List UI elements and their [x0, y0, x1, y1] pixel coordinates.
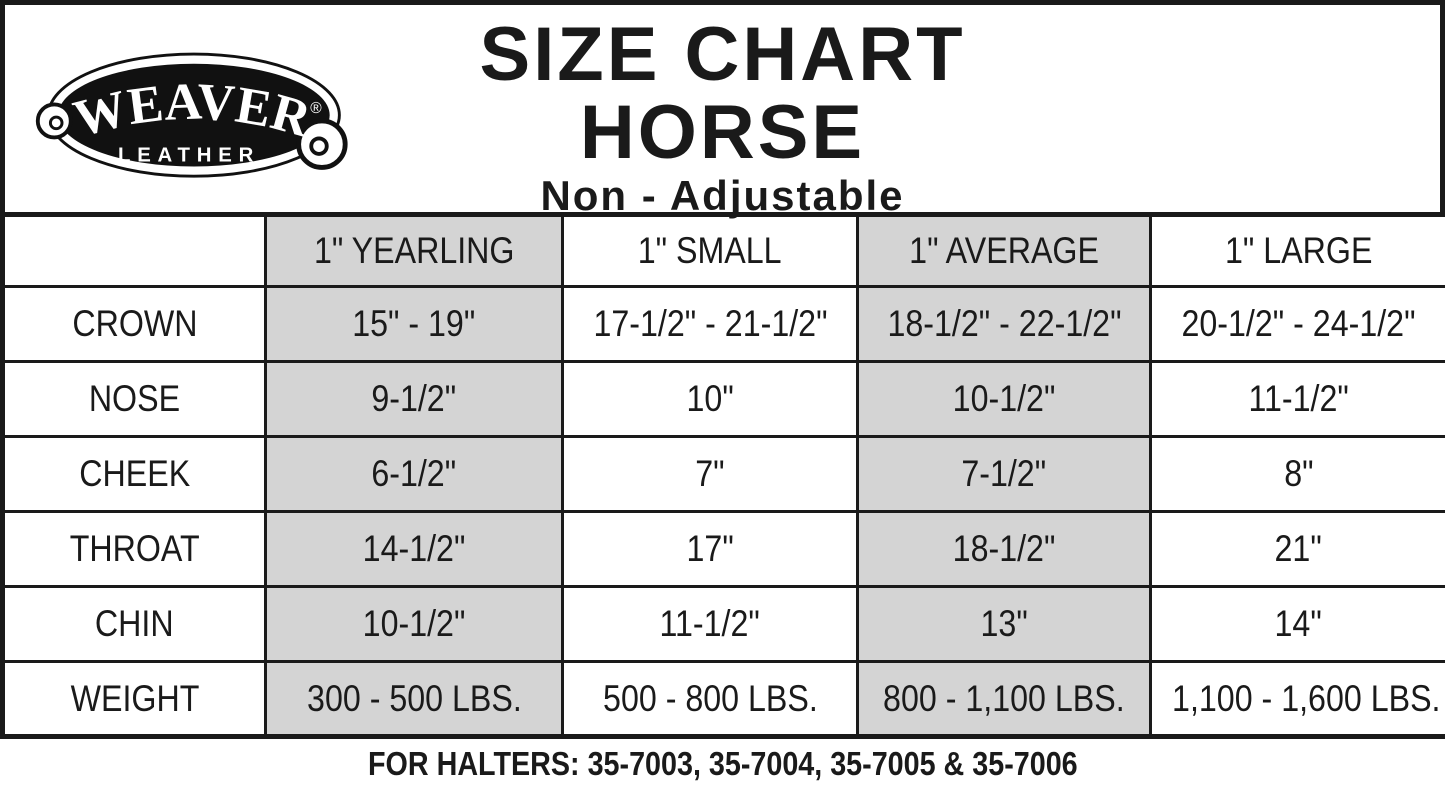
- table-row-weight: WEIGHT 300 - 500 LBS. 500 - 800 LBS. 800…: [1, 660, 1445, 738]
- size-cell-text: 14-1/2": [362, 528, 466, 569]
- size-cell: 500 - 800 LBS.: [561, 660, 859, 738]
- logo-sub-text: LEATHER: [118, 145, 260, 167]
- size-cell: 11-1/2": [1149, 360, 1445, 438]
- row-label-text: CHEEK: [79, 453, 190, 494]
- page-subtitle: HORSE: [579, 90, 866, 175]
- row-label-text: NOSE: [88, 378, 181, 419]
- size-cell: 17": [561, 510, 859, 588]
- row-label: CHEEK: [1, 435, 267, 513]
- size-cell-text: 15" - 19": [352, 303, 476, 344]
- row-label-text: THROAT: [69, 528, 200, 569]
- size-cell: 300 - 500 LBS.: [264, 660, 564, 738]
- size-cell-text: 18-1/2": [952, 528, 1056, 569]
- registered-mark-icon: ®: [310, 100, 322, 117]
- size-cell: 21": [1149, 510, 1445, 588]
- size-cell: 11-1/2": [561, 585, 859, 663]
- size-cell-text: 21": [1274, 528, 1323, 569]
- size-cell-text: 10": [686, 378, 734, 419]
- size-cell-text: 9-1/2": [371, 378, 457, 419]
- column-header-small: 1" SMALL: [561, 213, 859, 288]
- size-cell: 17-1/2" - 21-1/2": [561, 285, 859, 363]
- column-header-text: 1" SMALL: [638, 230, 782, 271]
- table-row-throat: THROAT 14-1/2" 17" 18-1/2" 21": [1, 510, 1445, 588]
- footer-note: FOR HALTERS: 35-7003, 35-7004, 35-7005 &…: [367, 744, 1078, 782]
- size-cell: 9-1/2": [264, 360, 564, 438]
- size-cell-text: 14": [1274, 603, 1323, 644]
- size-cell-text: 17-1/2" - 21-1/2": [592, 303, 828, 344]
- row-label: CHIN: [1, 585, 267, 663]
- size-cell: 10-1/2": [856, 360, 1152, 438]
- size-cell: 6-1/2": [264, 435, 564, 513]
- size-cell: 10-1/2": [264, 585, 564, 663]
- size-cell: 14": [1149, 585, 1445, 663]
- size-cell: 15" - 19": [264, 285, 564, 363]
- size-table: 1" YEARLING 1" SMALL 1" AVERAGE 1" LARGE…: [0, 212, 1445, 739]
- size-cell-text: 10-1/2": [952, 378, 1056, 419]
- size-cell-text: 17": [686, 528, 734, 569]
- column-header-text: 1" LARGE: [1224, 230, 1373, 271]
- size-cell-text: 6-1/2": [371, 453, 457, 494]
- column-header-large: 1" LARGE: [1149, 213, 1445, 288]
- size-cell-text: 18-1/2" - 22-1/2": [886, 303, 1122, 344]
- size-cell: 8": [1149, 435, 1445, 513]
- row-label-text: CROWN: [71, 303, 198, 344]
- column-header-yearling: 1" YEARLING: [264, 213, 564, 288]
- row-label: WEIGHT: [1, 660, 267, 738]
- table-row-nose: NOSE 9-1/2" 10" 10-1/2" 11-1/2": [1, 360, 1445, 438]
- size-cell-text: 7": [695, 453, 725, 494]
- size-cell: 7": [561, 435, 859, 513]
- row-label: CROWN: [1, 285, 267, 363]
- size-cell-text: 20-1/2" - 24-1/2": [1181, 303, 1416, 344]
- row-label-text: CHIN: [95, 603, 174, 644]
- page-title: SIZE CHART: [479, 12, 966, 97]
- size-cell: 10": [561, 360, 859, 438]
- table-header-row: 1" YEARLING 1" SMALL 1" AVERAGE 1" LARGE: [1, 213, 1445, 288]
- size-cell: 13": [856, 585, 1152, 663]
- size-cell: 14-1/2": [264, 510, 564, 588]
- row-label: NOSE: [1, 360, 267, 438]
- corner-cell: [1, 213, 267, 288]
- size-cell-text: 800 - 1,100 LBS.: [883, 677, 1125, 719]
- table-row-chin: CHIN 10-1/2" 11-1/2" 13" 14": [1, 585, 1445, 663]
- size-cell: 18-1/2" - 22-1/2": [856, 285, 1152, 363]
- size-cell: 800 - 1,100 LBS.: [856, 660, 1152, 738]
- size-cell-text: 7-1/2": [961, 453, 1047, 494]
- column-header-text: 1" YEARLING: [313, 230, 515, 271]
- size-cell-text: 300 - 500 LBS.: [306, 677, 522, 719]
- size-cell-text: 10-1/2": [362, 603, 466, 644]
- size-cell-text: 11-1/2": [659, 603, 761, 644]
- header-section: WEAVER ® LEATHER SIZE CHART HORSE Non - …: [0, 0, 1445, 219]
- row-label: THROAT: [1, 510, 267, 588]
- size-cell-text: 13": [980, 603, 1028, 644]
- size-cell: 20-1/2" - 24-1/2": [1149, 285, 1445, 363]
- title-block: SIZE CHART HORSE Non - Adjustable: [5, 15, 1440, 219]
- weaver-leather-logo-icon: WEAVER ® LEATHER: [35, 52, 348, 178]
- size-cell-text: 11-1/2": [1248, 378, 1349, 419]
- size-cell-text: 500 - 800 LBS.: [602, 677, 818, 719]
- size-cell: 7-1/2": [856, 435, 1152, 513]
- row-label-text: WEIGHT: [70, 677, 199, 719]
- brand-logo: WEAVER ® LEATHER: [31, 39, 351, 199]
- size-cell-text: 8": [1283, 453, 1314, 494]
- page-variant-label: Non - Adjustable: [540, 172, 905, 219]
- size-cell-text: 1,100 - 1,600 LBS.: [1172, 677, 1441, 719]
- column-header-average: 1" AVERAGE: [856, 213, 1152, 288]
- table-row-crown: CROWN 15" - 19" 17-1/2" - 21-1/2" 18-1/2…: [1, 285, 1445, 363]
- footer-section: FOR HALTERS: 35-7003, 35-7004, 35-7005 &…: [0, 739, 1445, 788]
- column-header-text: 1" AVERAGE: [909, 230, 1099, 271]
- size-cell: 18-1/2": [856, 510, 1152, 588]
- size-cell: 1,100 - 1,600 LBS.: [1149, 660, 1445, 738]
- table-row-cheek: CHEEK 6-1/2" 7" 7-1/2" 8": [1, 435, 1445, 513]
